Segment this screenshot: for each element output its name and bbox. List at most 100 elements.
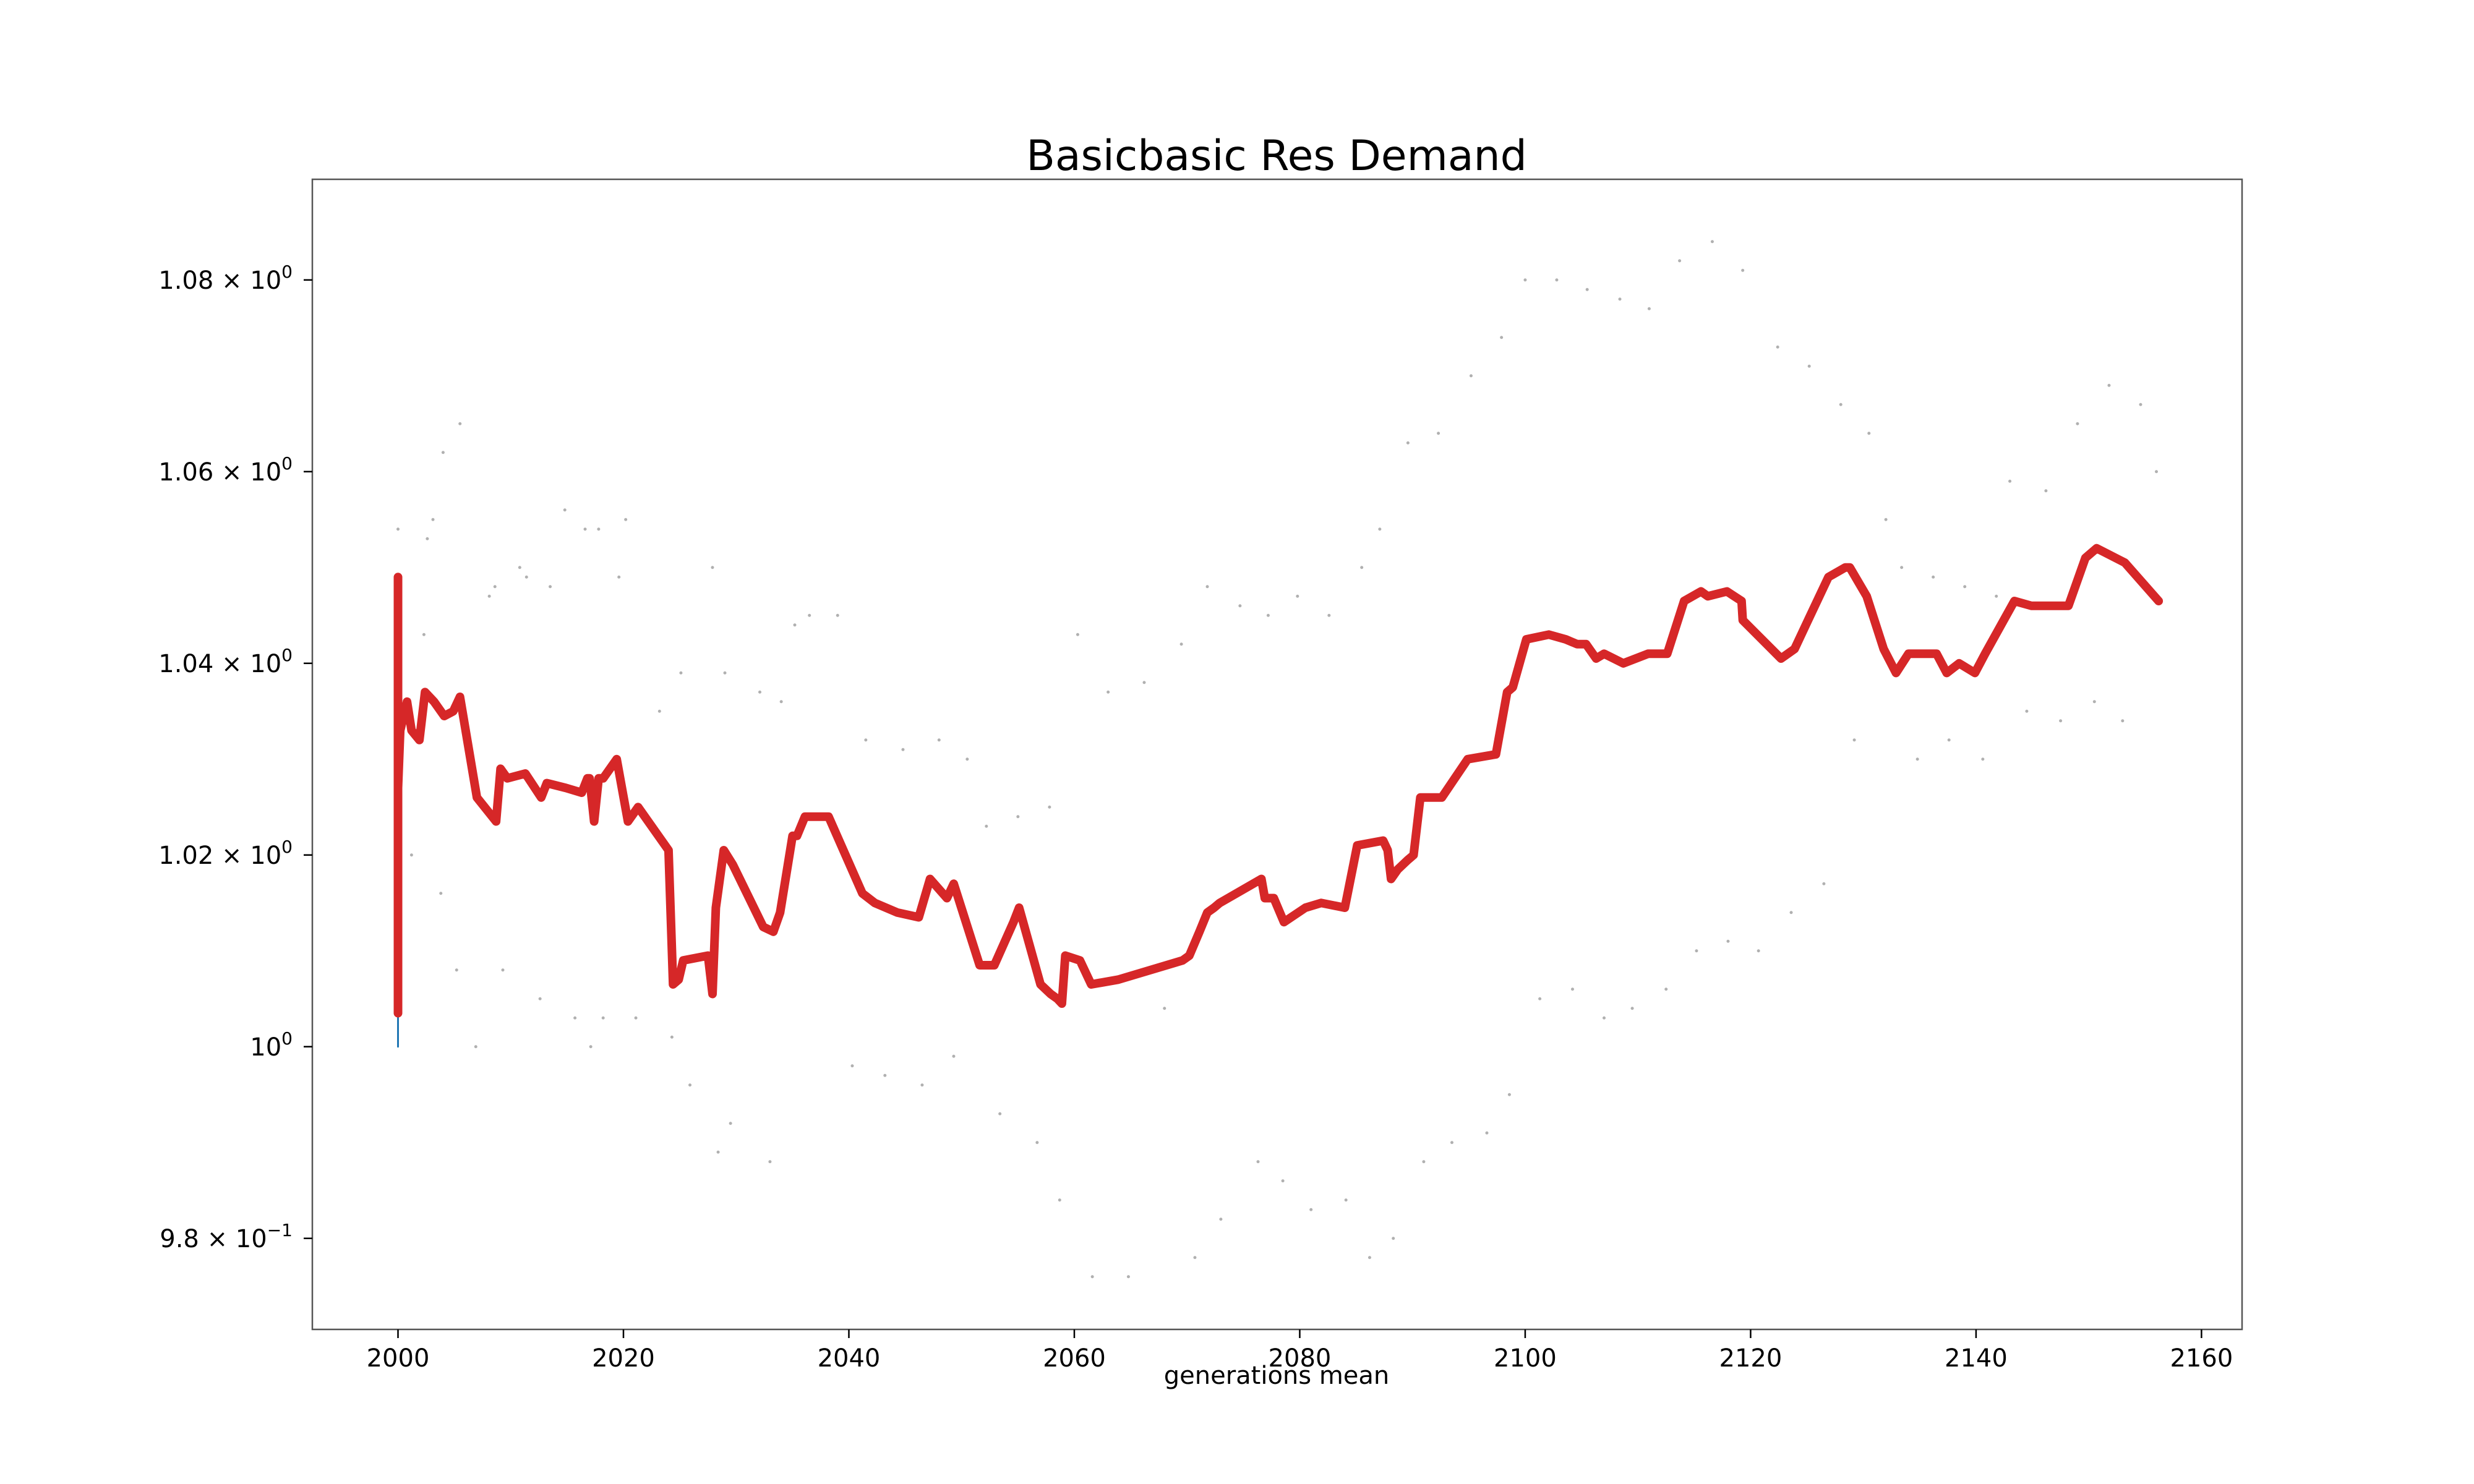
scatter-point [1163,1007,1166,1010]
scatter-point [474,1045,477,1049]
scatter-point [937,738,941,742]
scatter-point [1392,1237,1395,1240]
x-tick-label: 2160 [2170,1344,2233,1373]
y-tick-label: 100 [250,1028,293,1062]
scatter-point [1076,633,1079,636]
scatter-point [441,451,445,454]
scatter-point [1126,1275,1130,1279]
scatter-point [1757,949,1760,953]
scatter-point [426,537,429,540]
scatter-point [1963,585,1967,589]
y-tick-label: 1.06 × 100 [158,453,293,487]
x-tick-label: 2080 [1269,1344,1332,1373]
scatter-point [864,738,868,742]
chart-title: Basicbasic Res Demand [1026,132,1527,181]
scatter-point [1507,1093,1511,1096]
scatter-point [2044,489,2048,493]
scatter-point [1238,604,1242,608]
scatter-point [634,1016,638,1020]
scatter-point [1932,575,1935,579]
scatter-point [1016,815,1020,819]
scatter-point [1523,278,1527,282]
scatter-point [458,422,462,425]
scatter-point [2076,422,2079,425]
scatter-point [422,633,426,636]
scatter-point [1142,681,1146,684]
scatter-point [431,518,435,521]
scatter-point [836,613,839,617]
scatter-point [716,1150,720,1154]
scatter-points [396,240,2158,1279]
scatter-point [1995,594,1998,598]
x-tick-label: 2100 [1494,1344,1557,1373]
scatter-point [1422,1160,1426,1164]
scatter-point [439,892,443,895]
scatter-point [1807,364,1811,368]
scatter-point [1500,336,1504,339]
scatter-point [1344,1198,1348,1202]
x-tick-label: 2000 [367,1344,430,1373]
scatter-point [1884,518,1888,521]
scatter-point [1678,259,1682,263]
scatter-point [985,824,988,828]
y-tick-label: 1.08 × 100 [158,262,293,295]
scatter-point [1378,527,1382,531]
scatter-point [1981,757,1985,761]
scatter-point [2107,383,2111,387]
scatter-point [758,690,762,694]
y-axis: 9.8 × 10−1 100 1.02 × 100 1.04 × 100 1.06 × … [158,262,312,1253]
scatter-point [583,527,587,531]
scatter-point [1915,757,1919,761]
scatter-point [455,968,458,972]
scatter-point [1309,1208,1313,1211]
scatter-point [1726,939,1730,943]
scatter-point [1048,805,1051,809]
scatter-point [597,527,601,531]
scatter-point [952,1054,956,1058]
scatter-point [2154,470,2158,474]
scatter-point [998,1112,1002,1115]
scatter-point [920,1083,924,1087]
scatter-point [409,853,413,857]
scatter-point [1776,345,1779,349]
scatter-point [1630,1007,1634,1010]
scatter-point [1570,987,1574,991]
scatter-point [1867,432,1871,435]
x-tick-label: 2040 [818,1344,881,1373]
scatter-point [793,623,797,627]
scatter-point [1664,987,1668,991]
x-tick-label: 2120 [1719,1344,1783,1373]
scatter-point [493,585,497,589]
scatter-point [1852,738,1856,742]
scatter-point [779,700,783,704]
scatter-point [1741,268,1745,272]
scatter-point [1360,566,1364,569]
y-tick-label: 1.02 × 100 [158,837,293,870]
scatter-point [1035,1141,1039,1145]
scatter-point [1485,1131,1489,1135]
scatter-point [1450,1141,1453,1145]
scatter-point [518,566,521,569]
scatter-point [768,1160,772,1164]
scatter-point [1538,997,1542,1000]
scatter-point [1090,1275,1094,1279]
scatter-point [1603,1016,1606,1020]
scatter-point [1437,432,1440,435]
x-tick-label: 2060 [1043,1344,1106,1373]
scatter-point [670,1035,674,1039]
scatter-point [808,613,811,617]
scatter-point [711,566,714,569]
scatter-point [1406,441,1410,445]
scatter-point [538,997,542,1000]
scatter-point [2008,479,2012,483]
scatter-point [965,757,969,761]
scatter-point [723,671,727,675]
scatter-point [1106,690,1110,694]
scatter-point [729,1122,732,1125]
scatter-point [1219,1217,1223,1221]
scatter-point [2121,719,2125,723]
scatter-point [1695,949,1698,953]
scatter-point [1839,403,1843,406]
scatter-point [563,508,567,512]
